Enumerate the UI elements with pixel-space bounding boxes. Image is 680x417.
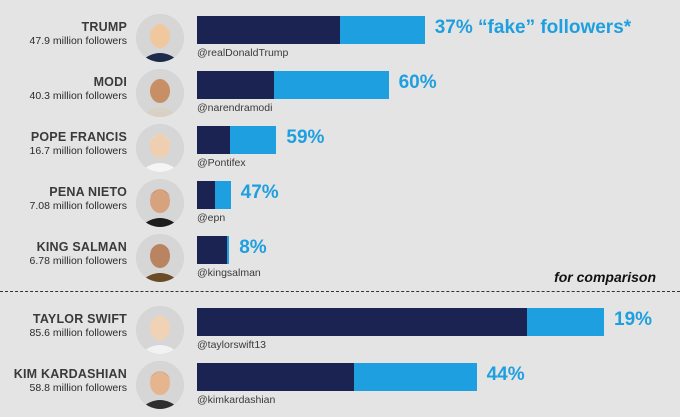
percent-label: 8% <box>239 237 266 259</box>
percent-label: 59% <box>286 127 324 149</box>
bar-real-followers <box>197 308 527 336</box>
twitter-handle: @realDonaldTrump <box>197 47 289 59</box>
bar-real-followers <box>197 126 230 154</box>
person-name: TRUMP <box>81 20 127 34</box>
percent-label: 19% <box>614 309 652 331</box>
follower-count: 6.78 million followers <box>29 255 127 267</box>
person-name: TAYLOR SWIFT <box>32 312 127 326</box>
chart-row: MODI 40.3 million followers 60% @narendramo… <box>0 69 680 125</box>
bar-real-followers <box>197 363 354 391</box>
person-name: KIM KARDASHIAN <box>13 367 127 381</box>
twitter-handle: @narendramodi <box>197 102 273 114</box>
follower-count: 7.08 million followers <box>29 200 127 212</box>
person-name: PENA NIETO <box>49 185 127 199</box>
person-name: POPE FRANCIS <box>30 130 127 144</box>
bar-fake-followers <box>340 16 425 44</box>
portrait-avatar <box>136 179 184 227</box>
percent-value: 59% <box>286 127 325 148</box>
comparison-divider <box>0 291 680 292</box>
person-name: KING SALMAN <box>36 240 127 254</box>
person-name: MODI <box>93 75 127 89</box>
twitter-handle: @epn <box>197 212 226 224</box>
bar-fake-followers <box>273 71 389 99</box>
bar-fake-followers <box>214 181 231 209</box>
bar-fake-followers <box>526 308 604 336</box>
follower-count: 58.8 million followers <box>29 382 127 394</box>
bar-real-followers <box>197 16 341 44</box>
twitter-handle: @taylorswift13 <box>197 339 267 351</box>
twitter-handle: @kimkardashian <box>197 394 276 406</box>
bar-real-followers <box>197 236 227 264</box>
chart-row: KING SALMAN 6.78 million followers 8% @king… <box>0 234 680 290</box>
portrait-avatar <box>136 124 184 172</box>
bar-real-followers <box>197 181 215 209</box>
follower-count: 85.6 million followers <box>29 327 127 339</box>
portrait-avatar <box>136 361 184 409</box>
percent-value: 44% <box>486 364 525 385</box>
chart-row: TAYLOR SWIFT 85.6 million followers 19% @ta… <box>0 306 680 362</box>
bar-fake-followers <box>226 236 230 264</box>
chart-row: POPE FRANCIS 16.7 million followers 59% @Po… <box>0 124 680 180</box>
follower-count: 40.3 million followers <box>29 90 127 102</box>
percent-label: 37% “fake” followers* <box>435 17 631 39</box>
percent-value: 60% <box>398 72 437 93</box>
twitter-handle: @kingsalman <box>197 267 261 279</box>
percent-value: 37% <box>434 17 473 38</box>
bar-fake-followers <box>229 126 277 154</box>
bar-fake-followers <box>353 363 477 391</box>
portrait-avatar <box>136 234 184 282</box>
portrait-avatar <box>136 306 184 354</box>
percent-value: 8% <box>239 237 267 258</box>
follower-count: 47.9 million followers <box>29 35 127 47</box>
percent-suffix: “fake” followers* <box>472 17 632 38</box>
twitter-handle: @Pontifex <box>197 157 246 169</box>
portrait-avatar <box>136 69 184 117</box>
bar-real-followers <box>197 71 274 99</box>
comparison-label: for comparison <box>554 269 656 285</box>
chart-area: for comparison TRUMP 47.9 million followe… <box>0 14 680 409</box>
percent-label: 44% <box>487 364 525 386</box>
chart-row: PENA NIETO 7.08 million followers 47% @epn <box>0 179 680 235</box>
percent-label: 47% <box>241 182 279 204</box>
follower-count: 16.7 million followers <box>29 145 127 157</box>
percent-value: 19% <box>614 309 653 330</box>
chart-row: TRUMP 47.9 million followers 37% “fake” fo… <box>0 14 680 70</box>
percent-label: 60% <box>399 72 437 94</box>
percent-value: 47% <box>240 182 279 203</box>
portrait-avatar <box>136 14 184 62</box>
chart-row: KIM KARDASHIAN 58.8 million followers 44% @… <box>0 361 680 417</box>
